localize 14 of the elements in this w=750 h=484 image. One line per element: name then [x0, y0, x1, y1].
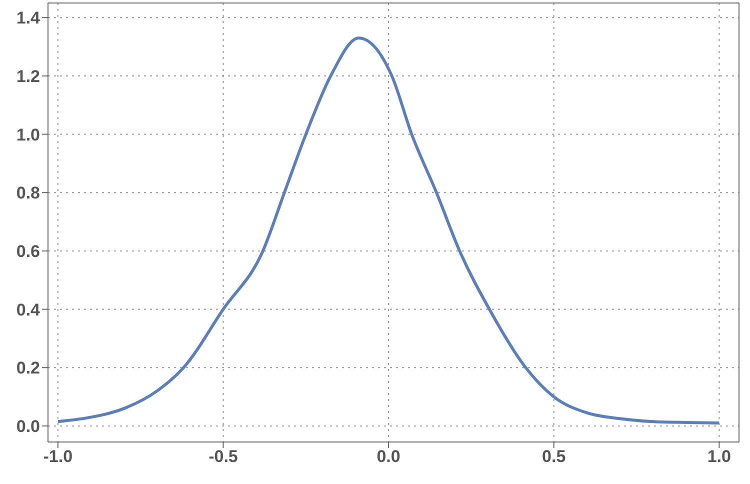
y-tick-label: 0.8: [16, 184, 40, 203]
y-tick-label: 1.2: [16, 66, 40, 86]
y-tick-label: 0.6: [16, 242, 40, 261]
y-tick-label: 1.4: [16, 8, 41, 28]
line-series: [56, 36, 721, 425]
x-tick-label: 0.5: [542, 447, 566, 466]
y-tick-label: 0.2: [16, 358, 40, 378]
x-tick-label: -0.5: [208, 447, 238, 466]
x-tick-label: 0.0: [376, 447, 400, 466]
x-tick-label: -1.0: [43, 447, 73, 466]
y-tick-label: 1.0: [16, 125, 40, 144]
y-tick-label: 0.0: [16, 416, 40, 436]
x-tick-label: 1.0: [707, 447, 731, 466]
y-tick-label: 0.4: [16, 300, 41, 320]
